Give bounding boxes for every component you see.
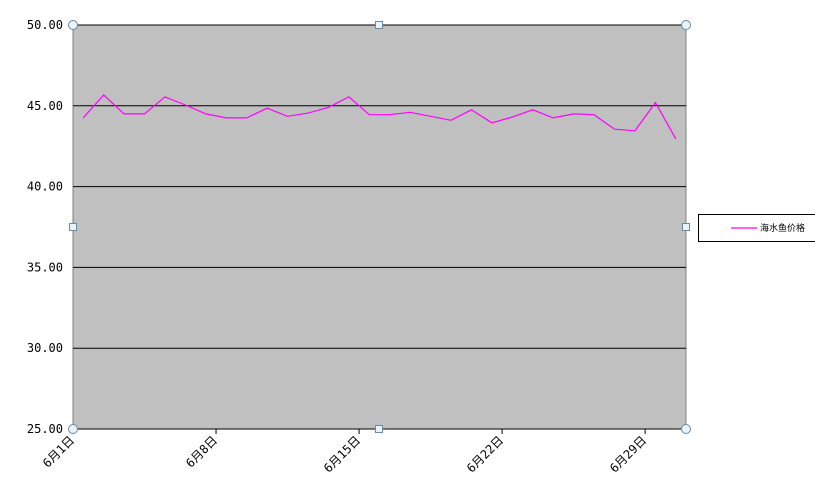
handle	[68, 20, 78, 30]
legend-label: 海水鱼价格	[760, 222, 805, 234]
y-tick-label: 25.00	[27, 422, 63, 436]
handle	[375, 21, 383, 29]
plot-area	[72, 24, 687, 430]
handle	[681, 424, 691, 434]
handle	[68, 424, 78, 434]
x-tick-label: 6月22日	[464, 433, 506, 475]
y-tick-label: 45.00	[27, 99, 63, 113]
handle	[375, 425, 383, 433]
x-tick-label: 6月8日	[183, 433, 220, 470]
y-tick-label: 35.00	[27, 260, 63, 274]
y-tick-label: 30.00	[27, 341, 63, 355]
x-tick-label: 6月29日	[607, 433, 649, 475]
x-tick-label: 6月15日	[321, 433, 363, 475]
x-tick-label: 6月1日	[40, 433, 77, 470]
series-line	[82, 94, 677, 140]
handle	[69, 223, 77, 231]
handle	[682, 223, 690, 231]
y-tick-label: 50.00	[27, 18, 63, 32]
y-tick-label: 40.00	[27, 180, 63, 194]
handle	[681, 20, 691, 30]
